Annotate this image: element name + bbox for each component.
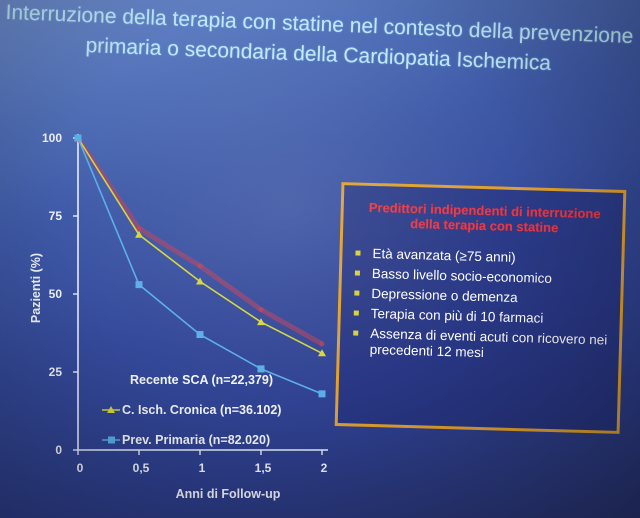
y-tick-label: 75: [49, 209, 63, 223]
data-point-triangle: [135, 230, 143, 238]
series-line-recente-sca: [75, 136, 324, 347]
predictor-item: Depressione o demenza: [351, 285, 619, 308]
predictors-list: Età avanzata (≥75 anni) Basso livello so…: [349, 245, 620, 368]
data-point-square: [74, 134, 82, 142]
data-point-square: [318, 390, 326, 398]
data-point: [136, 225, 142, 231]
y-tick-label: 25: [49, 365, 63, 379]
bullet-icon: [354, 270, 360, 276]
predictor-item: Basso livello socio-economico: [352, 265, 620, 288]
chart-legend: Recente SCA (n=22,379) C. Isch. Cronica (…: [102, 373, 281, 447]
chart-axes: 0 25 50 75 100 0 0,5 1 1,5 2 Anni di Follow-up Pazi…: [29, 131, 328, 501]
data-point-square: [135, 281, 143, 289]
data-point: [197, 263, 203, 269]
predictors-box: Predittori indipendenti di interruzione …: [334, 182, 627, 434]
bullet-icon: [353, 310, 359, 316]
predictor-item: Assenza di eventi acuti con ricovero nei…: [350, 325, 619, 364]
data-point: [319, 341, 325, 347]
data-point-square: [257, 365, 265, 373]
legend-square-icon: [108, 436, 115, 444]
bullet-icon: [355, 250, 361, 256]
x-tick-label: 0,5: [133, 461, 150, 475]
data-point-triangle: [257, 318, 265, 326]
predictor-item: Età avanzata (≥75 anni): [352, 245, 620, 268]
bullet-icon: [354, 290, 360, 296]
predictors-title: Predittori indipendenti di interruzione …: [368, 199, 601, 236]
legend-entry: C. Isch. Cronica (n=36.102): [122, 403, 281, 417]
predictor-item: Terapia con più di 10 farmaci: [351, 305, 619, 328]
x-tick-label: 2: [321, 461, 328, 475]
x-tick-label: 1,5: [255, 461, 272, 475]
legend-triangle-icon: [107, 406, 115, 413]
legend-entry: Recente SCA (n=22,379): [130, 373, 273, 387]
data-point-square: [196, 331, 204, 339]
bullet-icon: [353, 330, 359, 336]
data-point-triangle: [318, 349, 326, 357]
data-point-triangle: [196, 277, 204, 285]
legend-entry: Prev. Primaria (n=82.020): [122, 433, 270, 447]
data-point: [258, 307, 264, 313]
x-axis-label: Anni di Follow-up: [176, 487, 281, 501]
chart-series: [74, 134, 326, 398]
y-tick-label: 0: [55, 443, 62, 457]
x-tick-label: 0: [77, 461, 84, 475]
y-tick-label: 50: [49, 287, 63, 301]
y-axis-label: Pazienti (%): [29, 253, 43, 323]
x-tick-label: 1: [199, 461, 206, 475]
y-tick-label: 100: [42, 131, 62, 145]
